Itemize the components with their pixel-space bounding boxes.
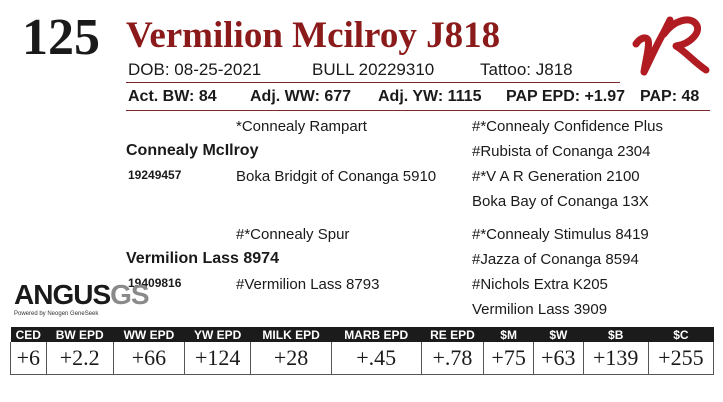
epd-value-w: +63 xyxy=(532,342,584,375)
epd-value-bw: +2.2 xyxy=(45,342,114,375)
actual-birth-weight: Act. BW: 84 xyxy=(128,88,217,105)
epd-header-m: $M xyxy=(483,327,534,342)
epd-value-ww: +66 xyxy=(112,342,185,375)
epd-header-b: $B xyxy=(583,327,649,342)
tattoo: Tattoo: J818 xyxy=(480,60,573,79)
pap-epd: PAP EPD: +1.97 xyxy=(506,88,626,105)
sire-sire: *Connealy Rampart xyxy=(236,118,367,135)
pap: PAP: 48 xyxy=(640,88,700,105)
epd-header-row: CED BW EPD WW EPD YW EPD MILK EPD MARB E… xyxy=(10,327,714,342)
dam-registration: 19409816 xyxy=(128,276,182,290)
epd-header-c: $C xyxy=(648,327,714,342)
angus-gs-logo: ANGUSGS Powered by Neogen GeneSeek xyxy=(14,279,150,320)
dam-sire-sire: #*Connealy Stimulus 8419 xyxy=(472,226,649,243)
epd-value-m: +75 xyxy=(483,342,534,375)
dam-name: Vermilion Lass 8974 xyxy=(126,250,279,267)
epd-value-row: +6 +2.2 +66 +124 +28 +.45 +.78 +75 +63 +… xyxy=(10,342,715,375)
epd-value-c: +255 xyxy=(647,342,715,375)
epd-header-ww: WW EPD xyxy=(113,327,185,342)
epd-value-ced: +6 xyxy=(10,342,47,375)
dob: DOB: 08-25-2021 xyxy=(128,60,262,79)
adjusted-yearling-weight: Adj. YW: 1115 xyxy=(378,88,482,105)
epd-value-marb: +.45 xyxy=(330,342,422,375)
epd-header-re: RE EPD xyxy=(421,327,484,342)
dam-dam-dam: Vermilion Lass 3909 xyxy=(472,301,608,318)
sire-dam-sire: #*V A R Generation 2100 xyxy=(472,168,640,185)
epd-header-bw: BW EPD xyxy=(46,327,114,342)
divider xyxy=(126,82,620,83)
epd-value-milk: +28 xyxy=(250,342,332,375)
sire-registration: 19249457 xyxy=(128,168,182,182)
dam-sire-dam: #Jazza of Conanga 8594 xyxy=(472,251,639,268)
animal-name: Vermilion Mcilroy J818 xyxy=(126,15,501,56)
sire-dam-dam: Boka Bay of Conanga 13X xyxy=(472,193,649,210)
logo-tagline: Powered by Neogen GeneSeek xyxy=(14,311,99,317)
sire-sire-sire: #*Connealy Confidence Plus xyxy=(472,118,663,135)
epd-header-ced: CED xyxy=(10,327,47,342)
epd-header-yw: YW EPD xyxy=(184,327,251,342)
sire-sire-dam: #Rubista of Conanga 2304 xyxy=(472,143,651,160)
angus-logo-text: ANGUS xyxy=(14,279,111,310)
epd-value-yw: +124 xyxy=(183,342,251,375)
adjusted-weaning-weight: Adj. WW: 677 xyxy=(250,88,352,105)
epd-header-marb: MARB EPD xyxy=(331,327,422,342)
sex-registration: BULL 20229310 xyxy=(312,60,435,79)
dam-dam-sire: #Nichols Extra K205 xyxy=(472,276,608,293)
divider xyxy=(126,110,710,111)
sire-name: Connealy McIlroy xyxy=(126,142,259,159)
epd-header-w: $W xyxy=(533,327,584,342)
lot-number: 125 xyxy=(22,9,100,66)
epd-header-milk: MILK EPD xyxy=(250,327,332,342)
gs-logo-text: GS xyxy=(110,279,149,310)
dam-sire: #*Connealy Spur xyxy=(236,226,350,243)
epd-table: CED BW EPD WW EPD YW EPD MILK EPD MARB E… xyxy=(10,327,715,375)
epd-value-b: +139 xyxy=(582,342,649,375)
vr-brand-logo-icon xyxy=(632,16,710,76)
dam-dam: #Vermilion Lass 8793 xyxy=(236,276,380,293)
sire-dam: Boka Bridgit of Conanga 5910 xyxy=(236,168,437,185)
epd-value-re: +.78 xyxy=(420,342,484,375)
